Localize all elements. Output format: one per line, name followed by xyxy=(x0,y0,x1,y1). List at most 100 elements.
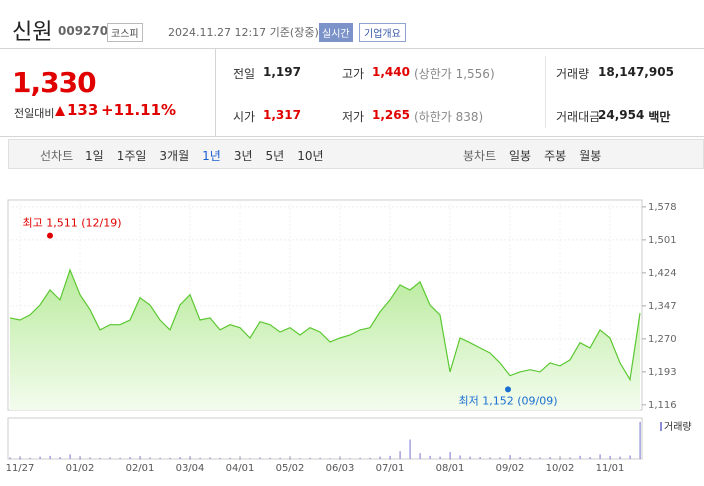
field-label: 시가 xyxy=(233,110,256,124)
x-tick-label: 05/02 xyxy=(276,463,305,474)
volume-bar xyxy=(229,457,231,459)
line-chart-label: 선차트 xyxy=(40,149,74,163)
company-info-button[interactable]: 기업개요 xyxy=(359,23,406,42)
volume-bar xyxy=(409,439,411,459)
volume-bar xyxy=(169,457,171,459)
y-tick-label: 1,347 xyxy=(648,301,677,312)
volume-bar xyxy=(549,457,551,459)
volume-bar xyxy=(369,457,371,459)
field-label: 전일 xyxy=(233,67,256,81)
field-note: (상한가 1,556) xyxy=(413,67,495,81)
field-value: 1,197 xyxy=(263,65,301,79)
volume-bar xyxy=(219,457,221,459)
x-tick-label: 07/01 xyxy=(376,463,405,474)
volume-bar xyxy=(499,457,501,459)
volume-bar xyxy=(299,458,301,459)
field-label: 고가 xyxy=(342,67,365,81)
x-tick-label: 03/04 xyxy=(176,463,205,474)
field-label: 저가 xyxy=(342,110,365,124)
volume-bar xyxy=(9,457,11,459)
volume-bar xyxy=(119,457,121,459)
volume-bar xyxy=(109,457,111,459)
volume-bar xyxy=(569,457,571,459)
x-tick-label: 10/02 xyxy=(546,463,575,474)
field-value: 18,147,905 xyxy=(598,65,674,79)
x-tick-label: 02/01 xyxy=(126,463,155,474)
field-label: 거래량 xyxy=(556,67,590,81)
volume-bar xyxy=(209,457,211,459)
volume-bar xyxy=(349,458,351,459)
period-tab[interactable]: 1일 xyxy=(85,149,104,163)
up-arrow xyxy=(55,106,65,116)
change-amount: 133 xyxy=(67,101,99,119)
volume-bar xyxy=(599,454,601,459)
volume-bar xyxy=(49,455,51,459)
x-tick-label: 11/27 xyxy=(6,463,35,474)
y-tick-label: 1,116 xyxy=(648,400,677,411)
tab-bar: 선차트 1일 1주일 3개월 1년 3년 5년 10년 봉차트 일봉 주봉 월봉 xyxy=(8,139,704,169)
volume-bar xyxy=(319,457,321,459)
volume-bar xyxy=(139,456,141,459)
field-unit: 백만 xyxy=(648,110,671,124)
volume-bar xyxy=(239,457,241,459)
volume-bar xyxy=(359,457,361,459)
candle-tab[interactable]: 월봉 xyxy=(579,149,602,163)
volume-bar xyxy=(149,457,151,459)
candle-tab[interactable]: 주봉 xyxy=(544,149,567,163)
candle-tab[interactable]: 일봉 xyxy=(509,149,532,163)
volume-bar xyxy=(289,457,291,459)
volume-bar xyxy=(509,455,511,459)
volume-bar xyxy=(309,457,311,459)
volume-bar xyxy=(449,451,451,459)
volume-bar xyxy=(59,457,61,459)
extreme-dot xyxy=(505,386,511,393)
period-tab[interactable]: 3년 xyxy=(233,149,253,163)
volume-bar xyxy=(379,456,381,459)
period-tab[interactable]: 1주일 xyxy=(116,149,147,163)
period-tab[interactable]: 1년 xyxy=(202,149,221,163)
market-badge: 코스피 xyxy=(107,23,143,42)
period-tab[interactable]: 5년 xyxy=(265,149,285,163)
volume-bar xyxy=(389,455,391,459)
price-line xyxy=(9,268,641,382)
realtime-badge[interactable]: 실시간 xyxy=(319,23,353,42)
volume-bar xyxy=(269,457,271,459)
volume-bar xyxy=(129,457,131,459)
volume-bar xyxy=(69,454,71,459)
y-tick-label: 1,193 xyxy=(648,367,677,378)
volume-bar xyxy=(399,451,401,459)
timestamp: 2024.11.27 12:17 기준(장중) xyxy=(168,26,319,39)
period-tab[interactable]: 10년 xyxy=(297,149,324,163)
y-tick-label: 1,424 xyxy=(648,268,677,279)
field-label: 거래대금 xyxy=(556,110,601,124)
volume-bar xyxy=(619,456,621,459)
volume-bar xyxy=(639,421,641,459)
volume-bar xyxy=(489,457,491,459)
candle-chart-label: 봉차트 xyxy=(463,149,497,163)
volume-legend: 거래량 xyxy=(664,421,692,433)
quote-panel: 1,330 전일대비 133 +11.11% 전일 1,197 고가 1,440 (상한… xyxy=(0,48,704,137)
volume-bar xyxy=(609,455,611,459)
stock-name: 신원 xyxy=(12,20,53,45)
x-tick-label: 01/02 xyxy=(66,463,95,474)
change-percent: +11.11% xyxy=(101,101,177,119)
header: 신원 009270 코스피 2024.11.27 12:17 기준(장중) 실시… xyxy=(0,0,704,49)
volume-bar xyxy=(459,455,461,459)
volume-bar xyxy=(469,456,471,459)
y-tick-label: 1,578 xyxy=(648,202,677,213)
price-area xyxy=(10,269,640,410)
field-value: 24,954 xyxy=(598,108,645,122)
volume-legend-swatch xyxy=(660,422,662,431)
volume-bar xyxy=(279,457,281,459)
period-tab[interactable]: 3개월 xyxy=(159,149,190,163)
current-price: 1,330 xyxy=(12,66,97,99)
volume-bar xyxy=(189,456,191,459)
volume-bar xyxy=(439,456,441,459)
extreme-dot xyxy=(47,232,53,239)
volume-bar xyxy=(529,457,531,459)
divider xyxy=(545,56,546,128)
x-tick-label: 06/03 xyxy=(326,463,355,474)
extreme-label: 최저 1,152 (09/09) xyxy=(458,394,557,407)
x-tick-label: 08/01 xyxy=(436,463,465,474)
